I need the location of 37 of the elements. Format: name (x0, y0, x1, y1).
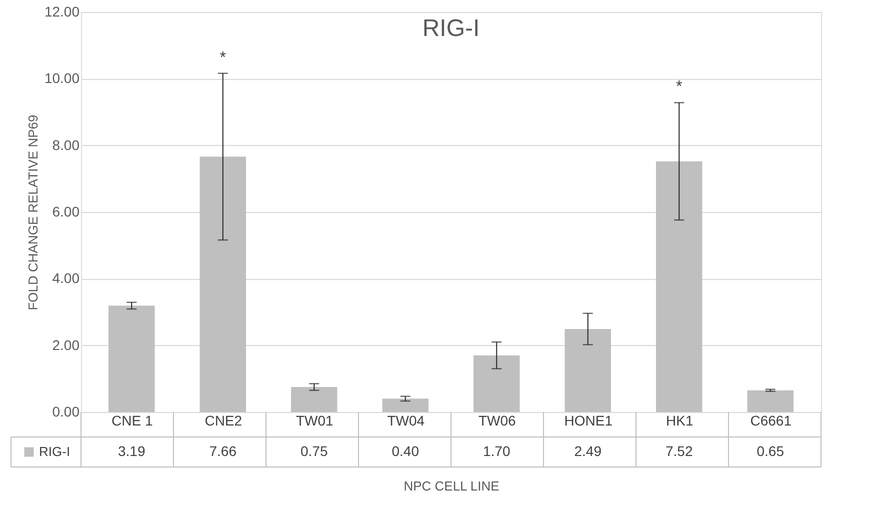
annotation: * (676, 78, 682, 96)
y-tick-label: 12.00 (44, 4, 80, 20)
data-label: 7.66 (209, 443, 237, 459)
data-label: 1.70 (483, 443, 510, 459)
y-tick-label: 2.00 (52, 336, 80, 353)
x-tick-label: TW06 (478, 412, 516, 428)
x-axis-title: NPC CELL LINE (404, 478, 500, 494)
data-label: 0.75 (300, 443, 328, 459)
annotation: * (220, 49, 226, 66)
y-tick-label: 0.00 (52, 404, 80, 420)
bar (200, 156, 246, 412)
y-tick-label: 10.00 (44, 70, 80, 86)
bar (747, 390, 794, 412)
x-tick-label: HONE1 (564, 412, 613, 428)
chart-title: RIG-I (422, 15, 480, 42)
x-tick-label: TW01 (296, 412, 334, 428)
bar (656, 161, 702, 412)
y-tick-label: 8.00 (52, 136, 80, 153)
y-axis-title: FOLD CHANGE RELATIVE NP69 (25, 114, 40, 310)
y-tick-label: 6.00 (52, 204, 80, 220)
data-label: 2.49 (574, 443, 602, 459)
x-tick-label: HK1 (666, 412, 694, 428)
data-label: 0.40 (392, 443, 420, 459)
bar (564, 329, 611, 412)
data-label: 3.19 (118, 443, 146, 459)
bar (474, 355, 520, 412)
x-tick-label: CNE 1 (112, 412, 153, 428)
x-tick-label: C6661 (750, 412, 792, 428)
bar (382, 398, 428, 412)
y-tick-label: 4.00 (52, 270, 80, 286)
x-tick-label: CNE2 (204, 412, 242, 428)
bar (108, 306, 155, 412)
data-label: 0.65 (756, 443, 784, 459)
x-tick-label: TW04 (387, 412, 425, 428)
bar (291, 387, 338, 412)
data-label: 7.52 (666, 443, 693, 459)
legend-label: RIG-I (39, 444, 70, 459)
